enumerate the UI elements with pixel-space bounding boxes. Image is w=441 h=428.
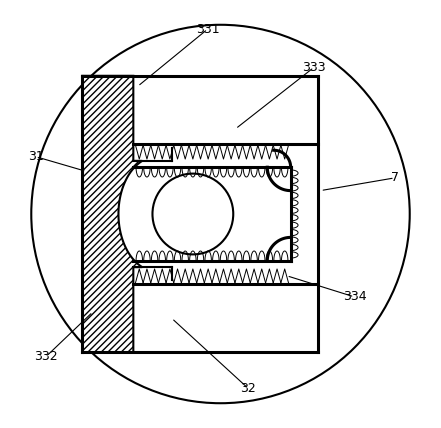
Text: 332: 332 <box>34 350 58 363</box>
Polygon shape <box>82 76 142 352</box>
Text: 31: 31 <box>28 150 43 163</box>
Text: 333: 333 <box>302 61 326 74</box>
Text: 331: 331 <box>196 23 220 36</box>
Text: 334: 334 <box>343 291 366 303</box>
Text: 32: 32 <box>240 382 256 395</box>
Text: 7: 7 <box>391 171 399 184</box>
